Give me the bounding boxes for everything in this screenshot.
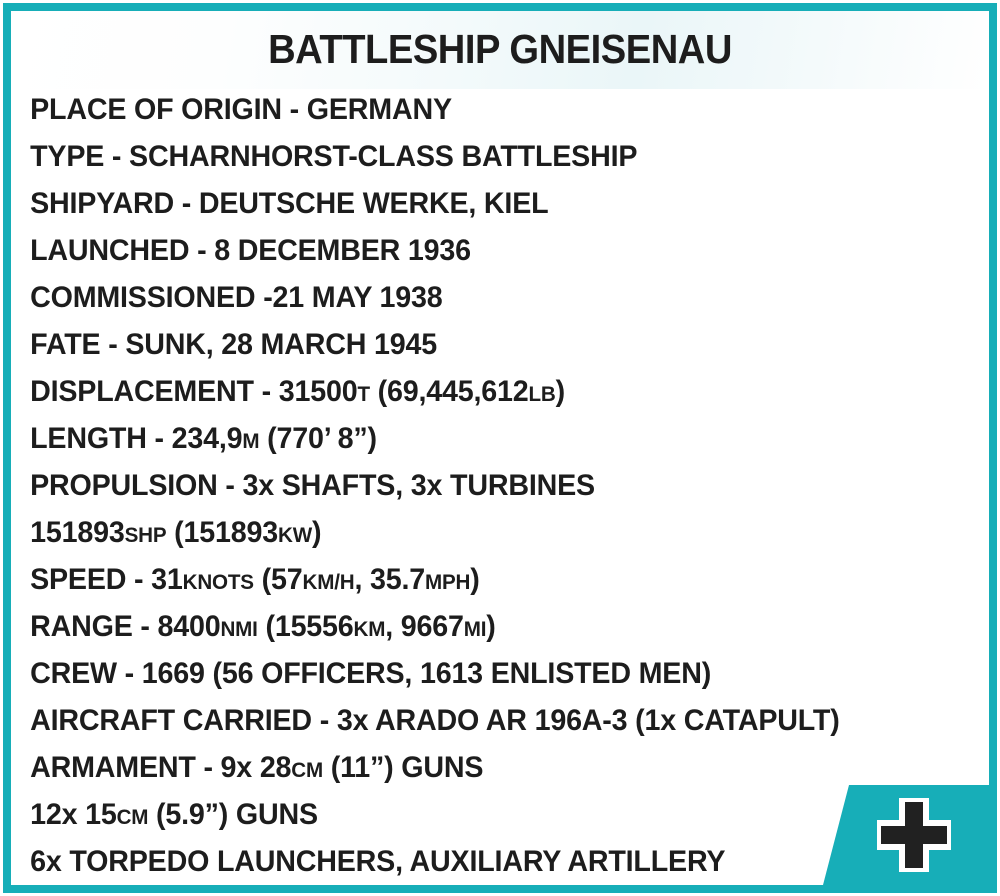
- national-insignia-badge: [823, 785, 989, 885]
- unit-suffix: MPH: [424, 569, 471, 594]
- unit-suffix: KNOTS: [182, 569, 254, 594]
- unit-suffix: MI: [463, 616, 487, 641]
- card-frame: BATTLESHIP GNEISENAU PLACE OF ORIGIN - G…: [3, 3, 997, 893]
- unit-suffix: NMI: [220, 616, 258, 641]
- unit-suffix: M: [242, 428, 260, 453]
- title-background-band: [11, 11, 989, 89]
- unit-suffix: KM: [353, 616, 386, 641]
- unit-suffix: CM: [291, 757, 324, 782]
- spec-line: CREW - 1669 (56 OFFICERS, 1613 ENLISTED …: [30, 657, 712, 690]
- balkenkreuz-icon: [877, 798, 951, 872]
- unit-suffix: T: [357, 381, 370, 406]
- spec-line: SPEED - 31KNOTS (57KM/H, 35.7MPH): [30, 563, 480, 596]
- spec-line: ARMAMENT - 9x 28CM (11”) GUNS: [30, 751, 484, 784]
- spec-line: PROPULSION - 3x SHAFTS, 3x TURBINES: [30, 469, 595, 502]
- unit-suffix: KW: [277, 522, 312, 547]
- page-title: BATTLESHIP GNEISENAU: [268, 26, 732, 72]
- spec-line: LENGTH - 234,9M (770’ 8”): [30, 422, 377, 455]
- cross-bar-horizontal: [881, 826, 947, 844]
- spec-line: SHIPYARD - DEUTSCHE WERKE, KIEL: [30, 187, 549, 220]
- spec-line: 151893SHP (151893KW): [30, 516, 322, 549]
- unit-suffix: CM: [116, 804, 149, 829]
- spec-line: DISPLACEMENT - 31500T (69,445,612LB): [30, 375, 565, 408]
- spec-line: AIRCRAFT CARRIED - 3x ARADO AR 196A-3 (1…: [30, 704, 840, 737]
- spec-line: 6x TORPEDO LAUNCHERS, AUXILIARY ARTILLER…: [30, 845, 726, 878]
- spec-line: RANGE - 8400NMI (15556KM, 9667MI): [30, 610, 496, 643]
- spec-line: FATE - SUNK, 28 MARCH 1945: [30, 328, 437, 361]
- spec-line: COMMISSIONED -21 MAY 1938: [30, 281, 443, 314]
- unit-suffix: SHP: [124, 522, 167, 547]
- spec-line: LAUNCHED - 8 DECEMBER 1936: [30, 234, 471, 267]
- card-surface: BATTLESHIP GNEISENAU PLACE OF ORIGIN - G…: [11, 11, 989, 885]
- spec-line: 12x 15CM (5.9”) GUNS: [30, 798, 318, 831]
- spec-line: PLACE OF ORIGIN - GERMANY: [30, 93, 452, 126]
- unit-suffix: LB: [528, 381, 556, 406]
- spec-line: TYPE - SCHARNHORST-CLASS BATTLESHIP: [30, 140, 638, 173]
- unit-suffix: KM/H: [302, 569, 355, 594]
- spec-list: PLACE OF ORIGIN - GERMANY TYPE - SCHARNHO…: [11, 86, 989, 885]
